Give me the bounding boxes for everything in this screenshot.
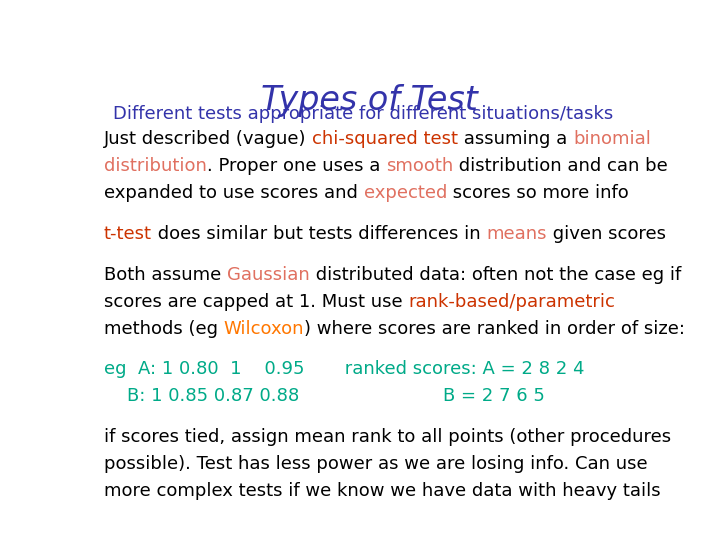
Text: distributed data: often not the case eg if: distributed data: often not the case eg … [310,266,681,284]
Text: Different tests appropriate for different situations/tasks: Different tests appropriate for differen… [113,105,613,123]
Text: Wilcoxon: Wilcoxon [224,320,304,338]
Text: more complex tests if we know we have data with heavy tails: more complex tests if we know we have da… [104,482,660,500]
Text: means: means [486,225,546,243]
Text: Types of Test: Types of Test [261,84,477,117]
Text: does similar but tests differences in: does similar but tests differences in [152,225,486,243]
Text: scores are capped at 1. Must use: scores are capped at 1. Must use [104,293,408,310]
Text: chi-squared test: chi-squared test [312,130,458,148]
Text: expected: expected [364,184,447,202]
Text: given scores: given scores [546,225,666,243]
Text: assuming a: assuming a [458,130,573,148]
Text: Gaussian: Gaussian [227,266,310,284]
Text: smooth: smooth [386,157,453,175]
Text: distribution and can be: distribution and can be [453,157,668,175]
Text: methods (eg: methods (eg [104,320,224,338]
Text: expanded to use scores and: expanded to use scores and [104,184,364,202]
Text: rank-based/parametric: rank-based/parametric [408,293,615,310]
Text: binomial: binomial [573,130,651,148]
Text: t-test: t-test [104,225,152,243]
Text: eg  A: 1 0.80  1    0.95       ranked scores: A = 2 8 2 4: eg A: 1 0.80 1 0.95 ranked scores: A = 2… [104,361,585,379]
Text: possible). Test has less power as we are losing info. Can use: possible). Test has less power as we are… [104,455,647,473]
Text: if scores tied, assign mean rank to all points (other procedures: if scores tied, assign mean rank to all … [104,428,671,446]
Text: B: 1 0.85 0.87 0.88                         B = 2 7 6 5: B: 1 0.85 0.87 0.88 B = 2 7 6 5 [104,387,545,406]
Text: . Proper one uses a: . Proper one uses a [207,157,386,175]
Text: Both assume: Both assume [104,266,227,284]
Text: ) where scores are ranked in order of size:: ) where scores are ranked in order of si… [304,320,685,338]
Text: scores so more info: scores so more info [447,184,629,202]
Text: distribution: distribution [104,157,207,175]
Text: Just described (vague): Just described (vague) [104,130,312,148]
